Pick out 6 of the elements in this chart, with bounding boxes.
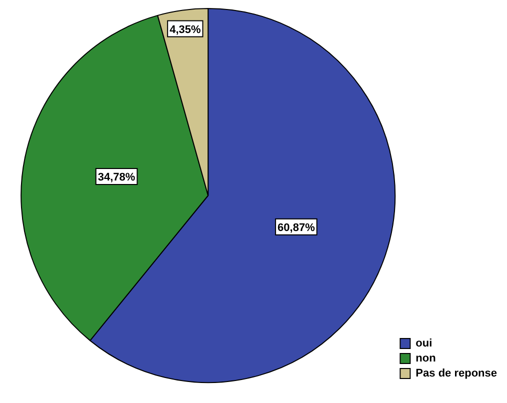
legend-label: oui — [416, 338, 432, 350]
data-label: 34,78% — [98, 172, 136, 184]
legend-label: Pas de reponse — [416, 368, 498, 380]
legend-label: non — [416, 352, 436, 365]
data-label: 4,35% — [170, 24, 201, 36]
data-label: 60,87% — [278, 222, 316, 234]
